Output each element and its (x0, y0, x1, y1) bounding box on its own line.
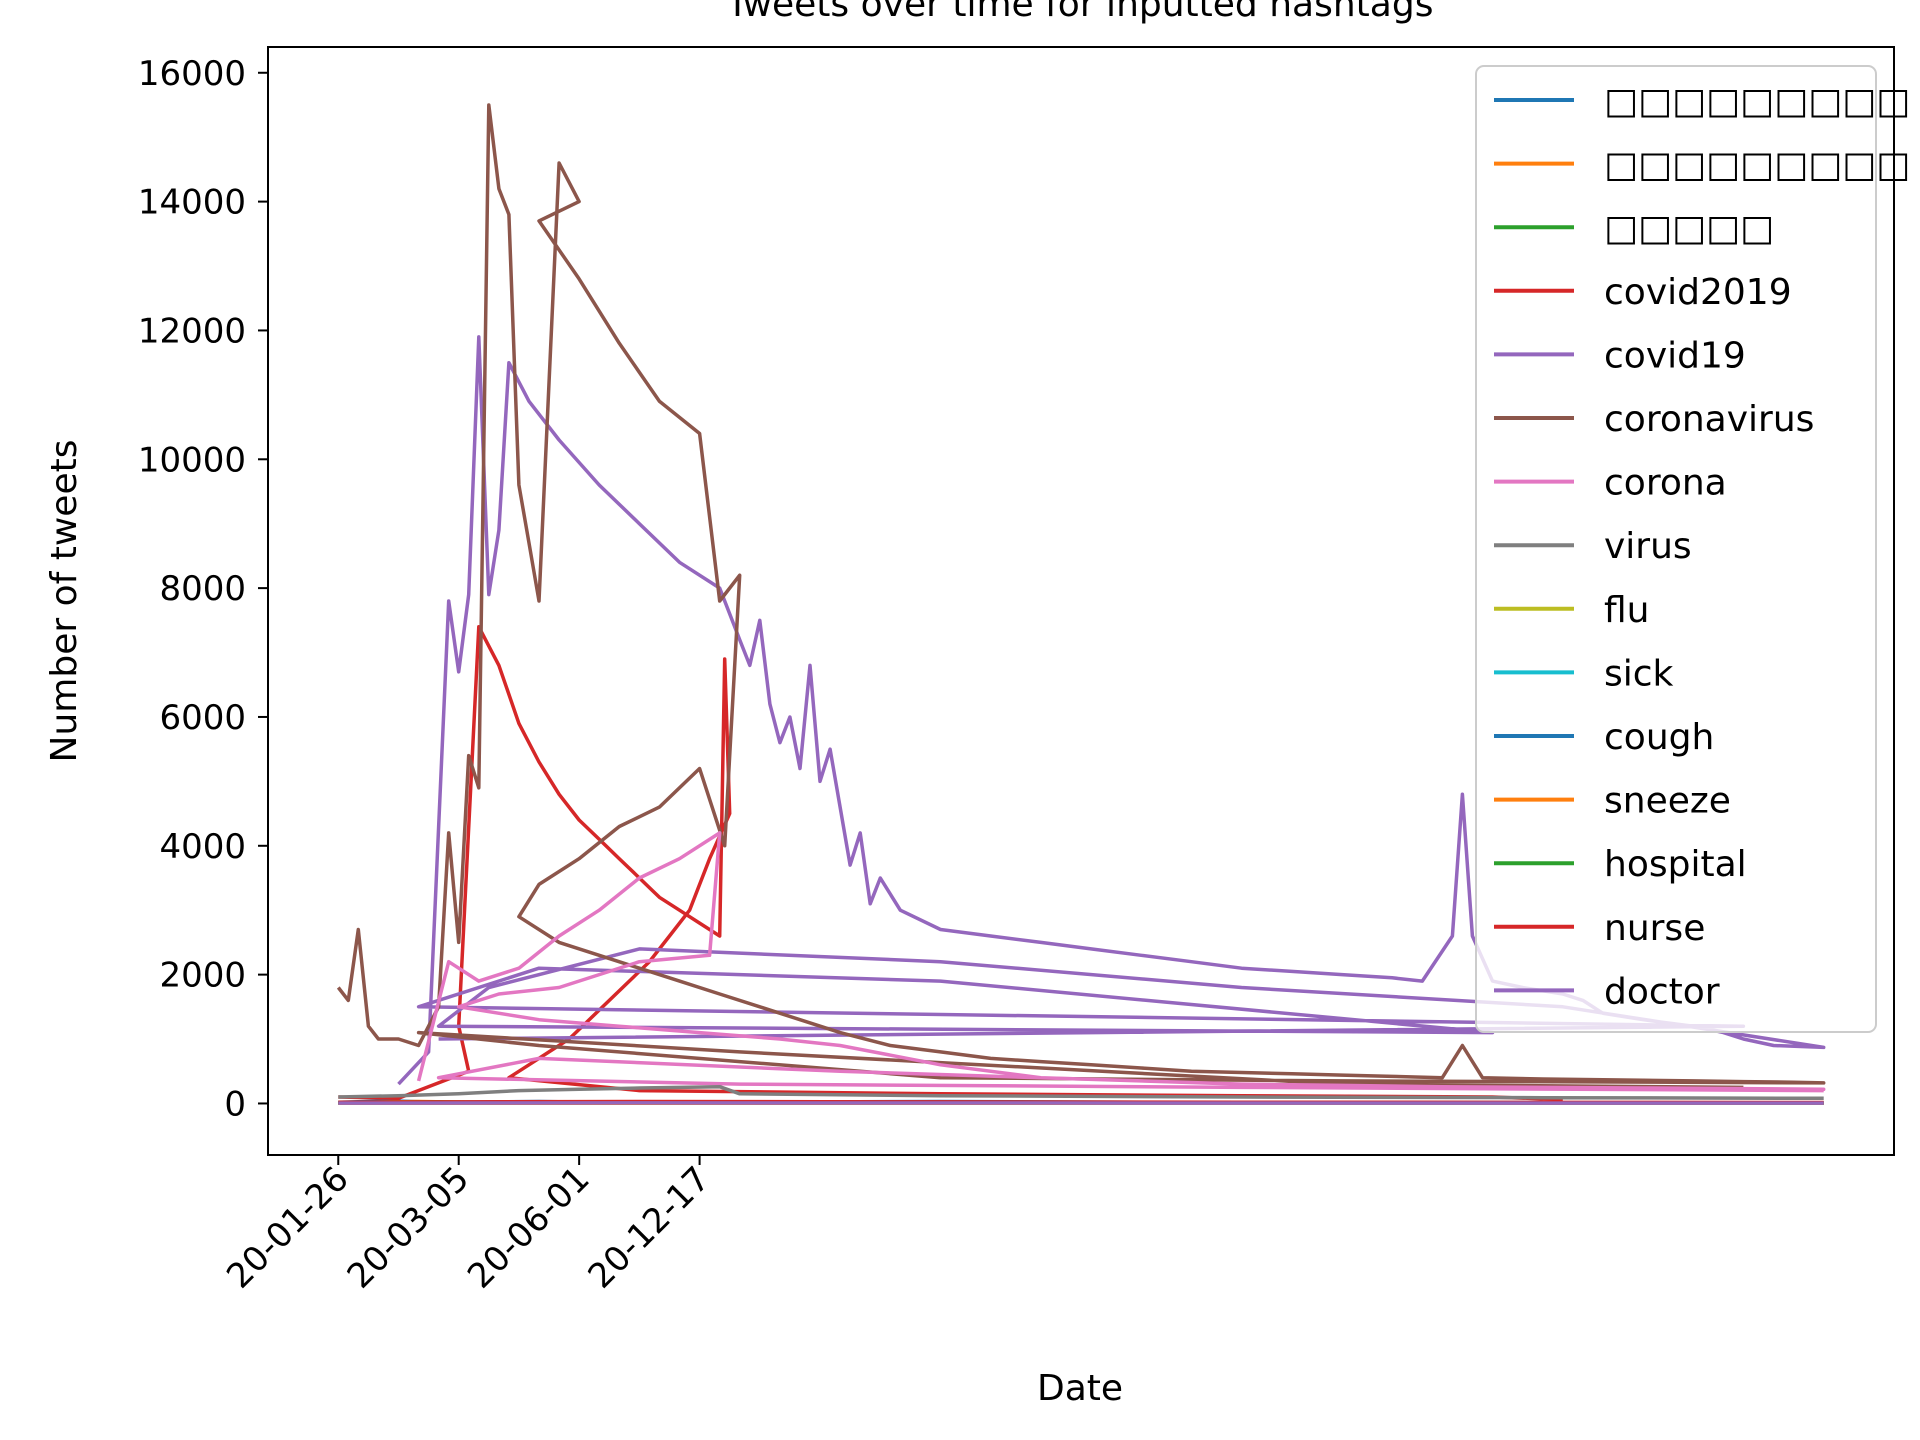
legend-label: coronavirus (1604, 399, 1814, 440)
y-tick-label: 16000 (138, 54, 246, 94)
legend-items: □□□□□□□□□□□□□□□□□□□□□□□covid2019covid19c… (1494, 81, 1910, 1012)
legend-label: virus (1604, 526, 1692, 567)
series-line-6 (416, 831, 1826, 1093)
y-axis-label: Number of tweets (44, 440, 85, 763)
legend-label: hospital (1604, 844, 1747, 885)
y-tick-label: 4000 (159, 827, 246, 867)
series-line-3 (338, 625, 1563, 1102)
axes-frame (267, 46, 1895, 1156)
y-axis: 0 2000 4000 6000 8000 10000 12000 14000 16000 (138, 54, 268, 1124)
series-layer (336, 103, 1826, 1106)
chart-title: Tweets over time for inputted hashtags (726, 0, 1434, 25)
y-tick-label: 8000 (159, 569, 246, 609)
plot-area (267, 46, 1895, 1156)
legend-label: □□□□□ (1604, 208, 1774, 249)
series-line-7 (338, 1084, 1824, 1101)
y-tick-label: 10000 (138, 440, 246, 480)
legend-label: cough (1604, 717, 1714, 758)
y-tick-label: 2000 (159, 956, 246, 996)
y-tick-label: 6000 (159, 698, 246, 738)
x-axis-label: Date (1037, 1368, 1123, 1409)
legend-label: sneeze (1604, 781, 1731, 822)
series-line-5 (336, 103, 1826, 1090)
legend-label: flu (1604, 590, 1650, 631)
legend-label: corona (1604, 463, 1727, 504)
legend-label: sick (1604, 653, 1674, 694)
legend-label: covid2019 (1604, 272, 1792, 313)
y-tick-label: 12000 (138, 311, 246, 351)
legend-label: □□□□□□□□□ (1604, 81, 1910, 122)
legend-label: doctor (1604, 971, 1720, 1012)
y-tick-label: 14000 (138, 183, 246, 223)
legend: □□□□□□□□□□□□□□□□□□□□□□□covid2019covid19c… (1475, 65, 1910, 1033)
legend-label: nurse (1604, 908, 1705, 949)
legend-label: covid19 (1604, 335, 1746, 376)
y-tick-label: 0 (224, 1084, 246, 1124)
legend-label: □□□□□□□□□ (1604, 145, 1910, 186)
legend-box (1475, 65, 1877, 1033)
